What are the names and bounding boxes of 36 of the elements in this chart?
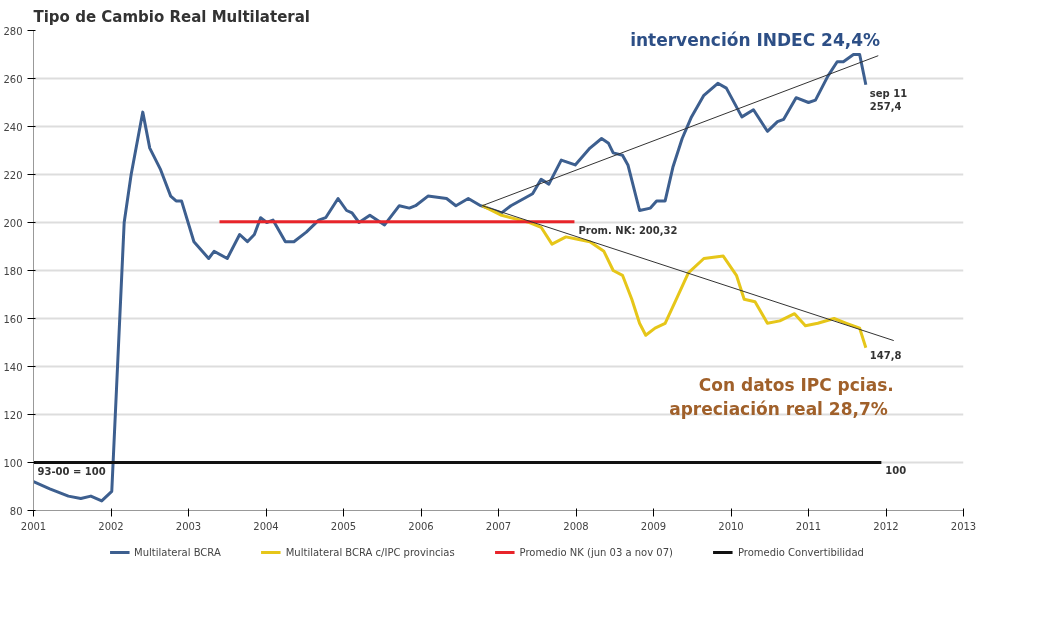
y-tick-label: 260 <box>3 73 23 85</box>
chart-title: Tipo de Cambio Real Multilateral <box>33 7 310 26</box>
annotation: sep 11 257,4 <box>869 87 908 112</box>
y-tick-label: 100 <box>3 457 23 469</box>
x-tick-label: 2002 <box>98 520 124 532</box>
legend-label: Promedio NK (jun 03 a nov 07) <box>519 546 673 558</box>
y-tick-label: 140 <box>3 361 23 373</box>
annotation: 93-00 = 100 <box>37 465 106 477</box>
x-tick-label: 2001 <box>20 520 47 532</box>
y-tick-label: 160 <box>3 313 23 325</box>
annotation: 147,8 <box>869 349 902 361</box>
x-tick-label: 2010 <box>718 520 744 532</box>
x-tick-label: 2007 <box>485 520 512 532</box>
legend-label: Multilateral BCRA <box>134 546 221 558</box>
annotation: intervención INDEC 24,4% <box>630 29 881 50</box>
legend-label: Multilateral BCRA c/IPC provincias <box>285 546 455 558</box>
y-tick-label: 240 <box>3 121 23 133</box>
y-tick-label: 120 <box>3 409 23 421</box>
x-tick-label: 2006 <box>408 520 434 532</box>
y-tick-label: 200 <box>3 217 23 229</box>
x-tick-label: 2004 <box>253 520 279 532</box>
x-tick-label: 2012 <box>873 520 899 532</box>
annotation: Prom. NK: 200,32 <box>578 224 678 236</box>
y-tick-label: 220 <box>3 169 23 181</box>
annotation: 100 <box>885 464 907 476</box>
x-tick-label: 2005 <box>330 520 357 532</box>
x-tick-label: 2009 <box>640 520 667 532</box>
x-tick-label: 2013 <box>950 520 977 532</box>
y-tick-label: 280 <box>3 25 23 37</box>
annotation: Con datos IPC pcias. apreciación real 28,7% <box>669 375 894 420</box>
x-tick-label: 2011 <box>795 520 822 532</box>
y-tick-label: 180 <box>3 265 23 277</box>
legend-label: Promedio Convertibilidad <box>737 546 864 558</box>
y-tick-label: 80 <box>9 505 23 517</box>
x-tick-label: 2003 <box>175 520 202 532</box>
x-tick-label: 2008 <box>563 520 589 532</box>
